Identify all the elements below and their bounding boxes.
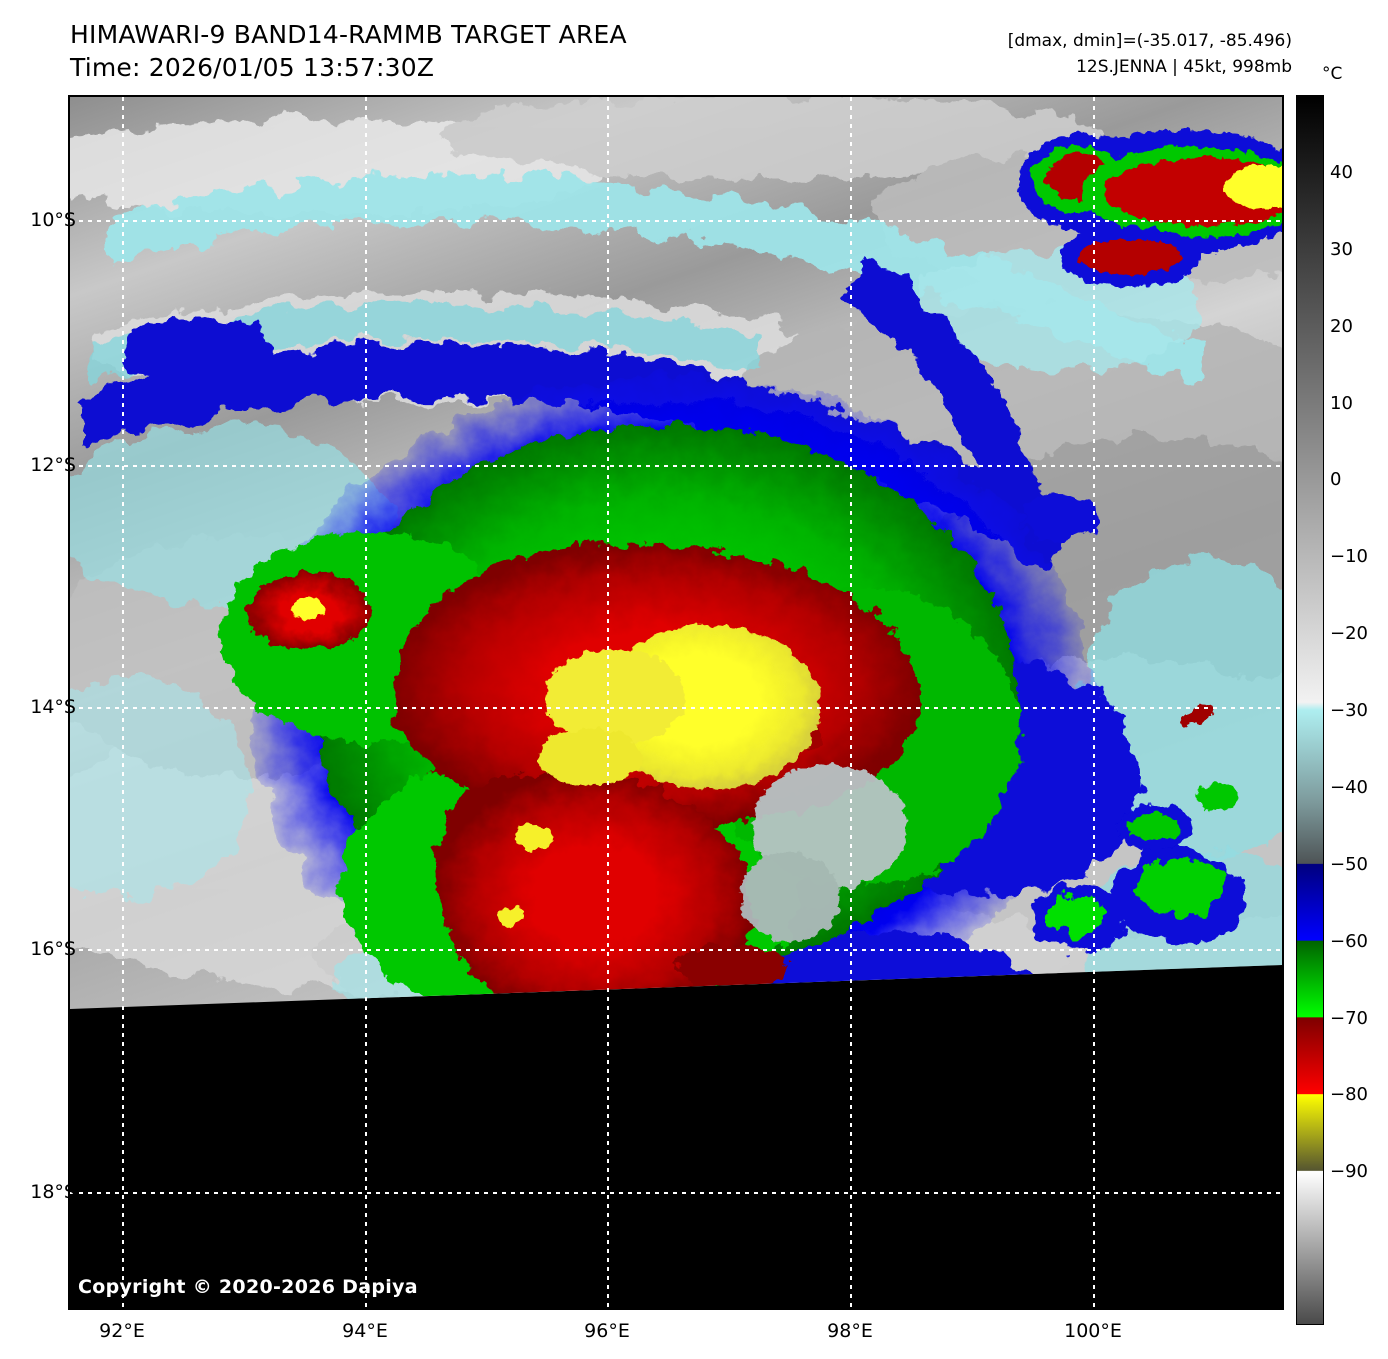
satellite-imagery: [70, 97, 1282, 1308]
x-axis-tick-96e: 96°E: [584, 1320, 630, 1342]
colorbar-tick-m50: −50: [1330, 853, 1368, 875]
storm-info-label: 12S.JENNA | 45kt, 998mb: [1076, 57, 1292, 77]
y-axis-tick-18s: 18°S: [30, 1181, 76, 1203]
colorbar-tick-m40: −40: [1330, 776, 1368, 798]
y-axis-tick-16s: 16°S: [30, 938, 76, 960]
colorbar-tick-20: 20: [1330, 315, 1353, 337]
colorbar-tick-m30: −30: [1330, 700, 1368, 721]
colorbar-tick-m70: −70: [1330, 1007, 1368, 1029]
x-axis-tick-92e: 92°E: [99, 1320, 145, 1342]
copyright-label: Copyright © 2020-2026 Dapiya: [78, 1276, 418, 1298]
x-axis-tick-94e: 94°E: [342, 1320, 388, 1342]
colorbar-gradient: [1297, 96, 1323, 1324]
timestamp-label: Time: 2026/01/05 13:57:30Z: [70, 53, 435, 82]
temperature-colorbar: [1296, 95, 1324, 1325]
colorbar-tick-30: 30: [1330, 238, 1353, 260]
colorbar-tick-m80: −80: [1330, 1084, 1368, 1106]
colorbar-tick-m90: −90: [1330, 1161, 1368, 1183]
x-axis-tick-100e: 100°E: [1064, 1320, 1122, 1342]
colorbar-tick-m10: −10: [1330, 546, 1368, 568]
satellite-image-plot: [68, 95, 1284, 1310]
colorbar-tick-m20: −20: [1330, 623, 1368, 645]
y-axis-tick-14s: 14°S: [30, 696, 76, 718]
data-range-label: [dmax, dmin]=(-35.017, -85.496): [1007, 31, 1292, 51]
x-axis-tick-98e: 98°E: [827, 1320, 873, 1342]
colorbar-tick-10: 10: [1330, 392, 1353, 414]
colorbar-units-label: °C: [1322, 64, 1343, 84]
colorbar-tick-40: 40: [1330, 161, 1353, 183]
colorbar-tick-m60: −60: [1330, 930, 1368, 952]
colorbar-tick-0: 0: [1330, 469, 1342, 491]
y-axis-tick-12s: 12°S: [30, 454, 76, 476]
y-axis-tick-10s: 10°S: [30, 209, 76, 231]
page-title: HIMAWARI-9 BAND14-RAMMB TARGET AREA: [70, 20, 627, 49]
